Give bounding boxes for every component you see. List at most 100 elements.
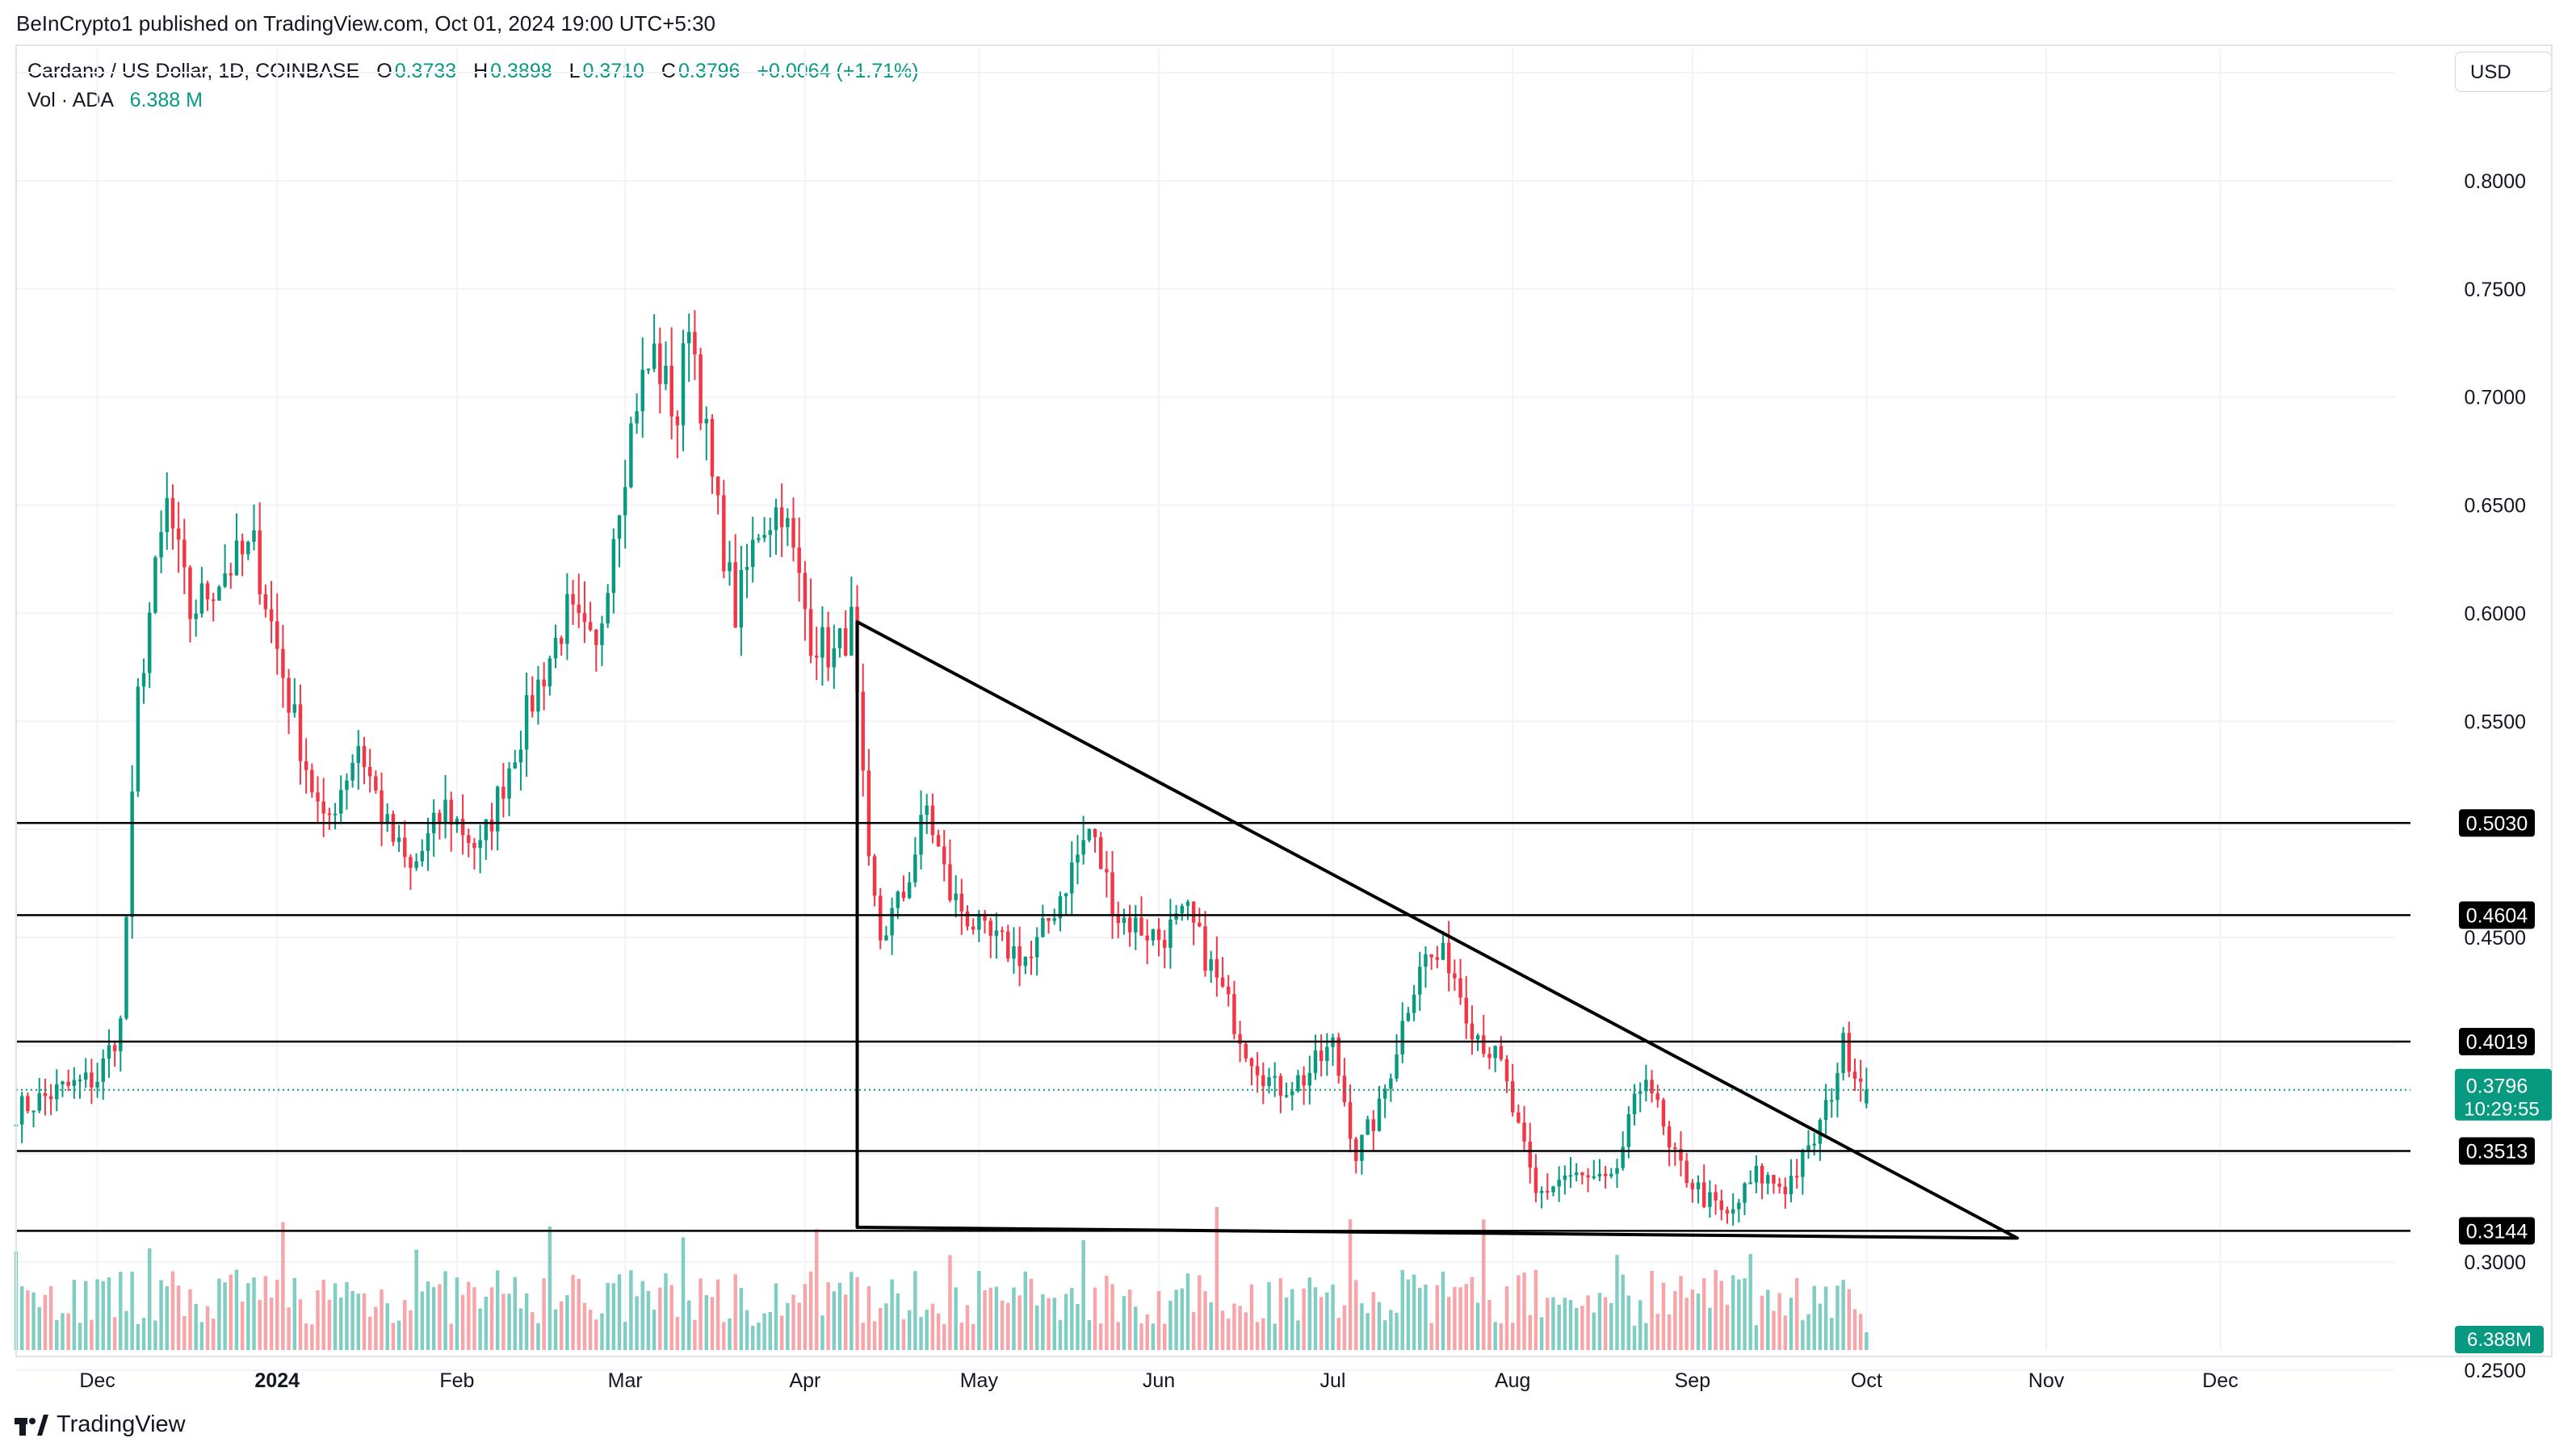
candle-body — [1307, 1072, 1312, 1086]
candle-body — [635, 411, 639, 424]
candle-body — [240, 540, 245, 555]
candle-body — [1302, 1075, 1306, 1086]
volume-bar — [1446, 1297, 1451, 1350]
y-tick-label: 0.6500 — [2465, 495, 2526, 518]
candle-body — [826, 627, 830, 668]
volume-bar — [1852, 1309, 1857, 1350]
x-tick-label: Dec — [79, 1369, 115, 1392]
candle-body — [1395, 1054, 1399, 1079]
candle-body — [1812, 1143, 1816, 1146]
candle-body — [745, 567, 749, 570]
volume-bar — [959, 1322, 964, 1350]
candle-body — [1806, 1145, 1810, 1152]
volume-bar — [374, 1306, 378, 1350]
volume-bar — [826, 1282, 830, 1350]
volume-bar — [304, 1323, 308, 1350]
volume-bar — [1064, 1294, 1068, 1350]
volume-bar — [861, 1323, 865, 1350]
candle-body — [19, 1096, 24, 1125]
candle-body — [234, 540, 239, 576]
volume-bar — [803, 1284, 808, 1350]
candle-body — [1406, 1013, 1411, 1021]
symbol-title[interactable]: Cardano / US Dollar, 1D, COINBASE — [27, 60, 360, 82]
volume-bar — [31, 1292, 36, 1350]
candle-body — [1533, 1168, 1538, 1193]
volume-bar — [409, 1310, 413, 1350]
candle-body — [170, 497, 175, 529]
volume-bar — [217, 1278, 221, 1350]
candle-body — [292, 704, 297, 713]
candle-body — [1278, 1076, 1283, 1096]
volume-bars — [14, 1206, 1869, 1350]
candle-body — [1644, 1080, 1648, 1092]
volume-bar — [820, 1315, 824, 1350]
volume-bar — [1139, 1323, 1143, 1350]
candle-body — [994, 930, 999, 936]
candle-body — [896, 891, 900, 908]
x-tick-label: Nov — [2028, 1369, 2065, 1392]
volume-bar — [524, 1294, 529, 1350]
volume-bar — [455, 1277, 459, 1350]
candle-body — [1615, 1168, 1619, 1174]
candle-body — [1360, 1134, 1364, 1161]
volume-bar — [664, 1273, 668, 1350]
candle-body — [965, 911, 970, 927]
volume-bar — [1574, 1307, 1579, 1350]
publisher-line: BeInCrypto1 published on TradingView.com… — [16, 11, 715, 36]
volume-bar — [751, 1325, 755, 1350]
candle-body — [971, 926, 975, 930]
volume-bar — [380, 1289, 384, 1350]
candle-body — [1801, 1151, 1805, 1177]
candle-body — [913, 854, 917, 883]
volume-bar — [507, 1294, 511, 1350]
volume-bar — [1441, 1271, 1445, 1350]
candle-body — [1609, 1173, 1613, 1176]
volume-bar — [431, 1287, 436, 1350]
candle-body — [1070, 862, 1074, 894]
volume-bar — [43, 1294, 48, 1350]
candle-body — [380, 790, 384, 823]
level-price-label: 0.5030 — [2466, 812, 2528, 835]
volume-bar — [48, 1285, 53, 1350]
volume-bar — [1261, 1318, 1265, 1350]
candle-body — [1510, 1081, 1515, 1113]
volume-bar — [1533, 1269, 1538, 1350]
candle-body — [1852, 1071, 1857, 1079]
candlesticks — [14, 310, 1869, 1226]
volume-bar — [199, 1322, 204, 1350]
candle-body — [1429, 954, 1433, 958]
candle-body — [124, 916, 128, 1019]
volume-bar — [994, 1286, 999, 1350]
volume-bar — [159, 1280, 163, 1350]
candle-body — [147, 612, 152, 673]
footer-brand[interactable]: TradingView — [15, 1411, 186, 1438]
volume-label[interactable]: Vol · ADA — [27, 89, 113, 111]
volume-bar — [1215, 1206, 1219, 1350]
candle-body — [1139, 917, 1143, 936]
volume-bar — [1325, 1292, 1329, 1350]
volume-bar — [977, 1271, 981, 1350]
candle-body — [715, 476, 720, 496]
candle-body — [1105, 869, 1109, 873]
candle-body — [879, 895, 883, 941]
volume-bar — [443, 1271, 447, 1350]
volume-bar — [484, 1296, 489, 1350]
volume-bar — [345, 1281, 349, 1350]
volume-bar — [1632, 1325, 1637, 1350]
candle-body — [101, 1058, 105, 1082]
candle-body — [1522, 1122, 1526, 1142]
volume-bar — [1227, 1319, 1231, 1350]
candle-body — [565, 593, 569, 644]
candle-body — [936, 835, 941, 847]
volume-bar — [55, 1319, 59, 1350]
volume-bar — [594, 1319, 598, 1350]
volume-bar — [72, 1280, 77, 1350]
currency-button[interactable]: USD — [2455, 52, 2552, 92]
volume-bar — [327, 1299, 332, 1350]
candle-body — [925, 805, 929, 816]
volume-bar — [728, 1318, 732, 1350]
candle-body — [1865, 1089, 1869, 1104]
volume-bar — [699, 1278, 703, 1350]
volume-tag-value: 6.388M — [2467, 1329, 2532, 1351]
